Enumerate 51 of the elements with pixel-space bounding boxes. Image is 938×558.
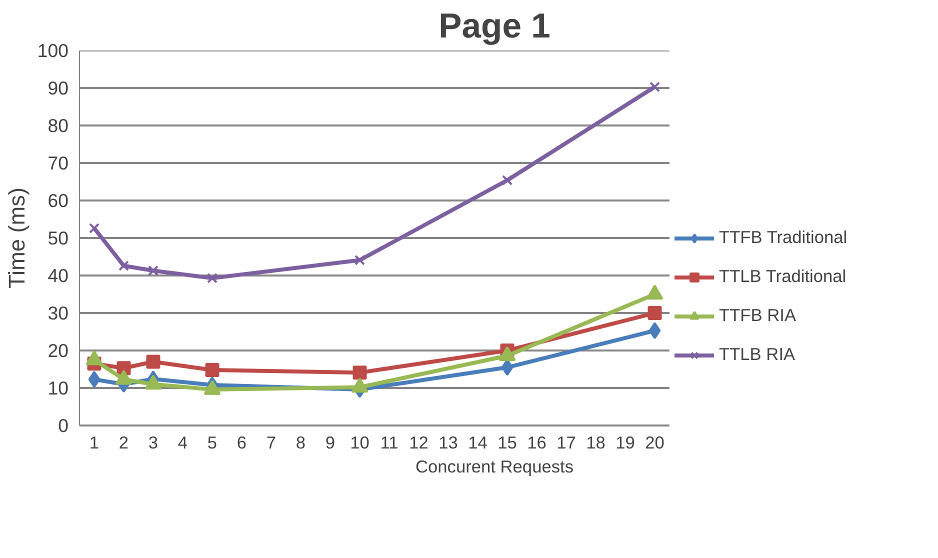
legend-label: TTLB RIA	[719, 344, 796, 365]
point	[354, 254, 365, 266]
y-tick-label: 60	[48, 190, 69, 211]
point	[88, 370, 100, 388]
point	[502, 175, 512, 186]
x-tick-label: 7	[266, 432, 276, 452]
x-tick-label: 6	[236, 432, 247, 452]
y-tick-label: 80	[48, 115, 69, 136]
y-tick-label: 20	[48, 340, 69, 361]
x-tick-label: 15	[498, 432, 517, 452]
x-tick-label: 11	[380, 432, 398, 452]
y-axis-title: Time (ms)	[3, 187, 30, 289]
x-tick-label: 4	[178, 432, 188, 452]
x-tick-label: 1	[89, 432, 100, 452]
y-tick-label: 70	[48, 152, 69, 174]
point	[648, 322, 661, 340]
x-tick-label: 16	[527, 432, 546, 452]
x-tick-label: 19	[616, 432, 635, 452]
point	[89, 223, 100, 234]
y-tick-label: 30	[48, 302, 69, 324]
x-tick-label: 5	[207, 432, 218, 452]
y-tick-label: 40	[48, 265, 69, 286]
point	[118, 260, 129, 271]
point	[650, 82, 660, 92]
x-tick-label: 17	[556, 432, 576, 452]
x-tick-label: 13	[438, 432, 458, 452]
x-tick-label: 2	[118, 432, 129, 452]
x-tick-label: 14	[468, 432, 488, 452]
x-tick-label: 18	[586, 432, 606, 452]
x-tick-label: 8	[296, 432, 306, 452]
point	[648, 306, 662, 320]
point	[352, 366, 367, 380]
legend-label: TTLB Traditional	[719, 266, 846, 287]
point	[148, 265, 158, 276]
y-tick-label: 90	[48, 78, 69, 98]
x-tick-label: 20	[645, 432, 664, 452]
x-tick-label: 10	[350, 432, 370, 452]
chart-title: Page 1	[438, 8, 550, 46]
y-tick-label: 100	[37, 40, 69, 61]
point	[146, 354, 160, 369]
point	[205, 363, 220, 377]
point	[207, 272, 218, 284]
legend-label: TTFB RIA	[719, 305, 796, 326]
x-axis-title: Concurent Requests	[416, 456, 574, 476]
x-tick-label: 12	[409, 432, 428, 452]
x-tick-label: 9	[325, 432, 336, 452]
y-tick-label: 50	[48, 228, 69, 248]
y-tick-label: 10	[48, 378, 69, 398]
x-tick-label: 3	[148, 432, 158, 452]
y-tick-label: 0	[58, 415, 69, 436]
legend-label: TTFB Traditional	[719, 227, 848, 248]
